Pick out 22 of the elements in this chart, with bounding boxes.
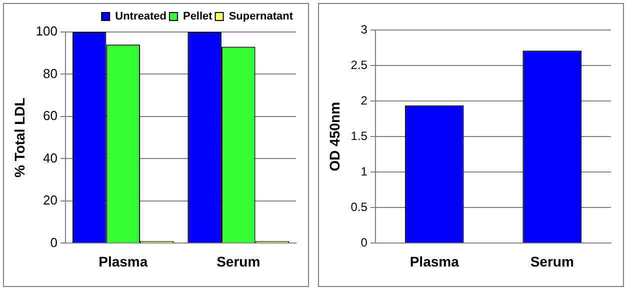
y-tick-label: 40 — [43, 150, 58, 166]
y-tick-label: 100 — [36, 24, 58, 39]
x-tick-label: Serum — [216, 253, 260, 270]
y-tick-label: 1.5 — [350, 128, 368, 143]
y-tick-label: 60 — [43, 108, 58, 124]
x-tick-label: Plasma — [410, 253, 460, 270]
legend-label: Supernatant — [228, 10, 294, 23]
y-axis-title: OD 450nm — [326, 102, 342, 172]
legend-label: Untreated — [115, 10, 166, 23]
y-tick-label: 3 — [360, 22, 368, 36]
y-tick-label: 0 — [50, 234, 58, 250]
y-tick-label: 0 — [360, 236, 368, 250]
x-tick-label: Plasma — [98, 253, 148, 270]
y-tick-label: 0.5 — [350, 200, 368, 214]
y-tick-label: 1 — [360, 164, 368, 178]
legend-label: Pellet — [182, 10, 213, 23]
y-tick-label: 20 — [43, 192, 58, 208]
y-tick-label: 2.5 — [350, 58, 368, 72]
y-tick-label: 2 — [360, 93, 368, 108]
x-tick-label: Serum — [530, 253, 574, 270]
y-tick-label: 80 — [43, 66, 58, 81]
y-axis-title: % Total LDL — [11, 97, 28, 178]
